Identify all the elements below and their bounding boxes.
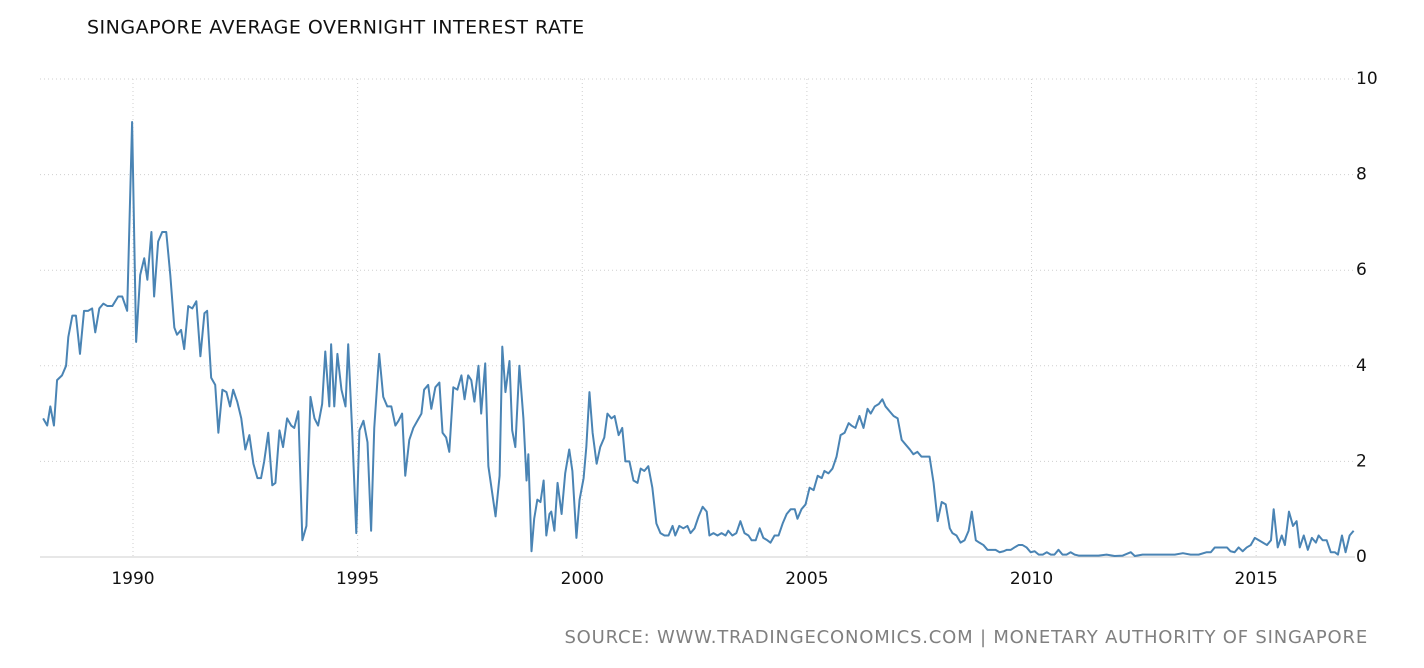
y-tick-label: 2	[1356, 451, 1367, 471]
x-tick-label: 2010	[1010, 569, 1053, 589]
x-tick-label: 2015	[1235, 569, 1278, 589]
y-tick-label: 6	[1356, 260, 1367, 280]
y-tick-label: 0	[1356, 547, 1367, 567]
y-tick-label: 8	[1356, 165, 1367, 185]
chart-title: SINGAPORE AVERAGE OVERNIGHT INTEREST RAT…	[87, 17, 585, 39]
y-tick-label: 4	[1356, 356, 1367, 376]
y-tick-label: 10	[1356, 69, 1378, 89]
source: SOURCE: WWW.TRADINGECONOMICS.COM | MONET…	[564, 627, 1368, 648]
x-tick-label: 2005	[785, 569, 828, 589]
data-line	[42, 121, 1355, 558]
x-tick-label: 2000	[561, 569, 604, 589]
x-tick-label: 1995	[336, 569, 379, 589]
x-tick-label: 1990	[111, 569, 154, 589]
